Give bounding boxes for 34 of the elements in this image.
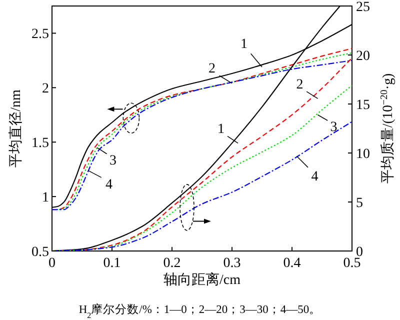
xlabel: 轴向距离/cm [164,273,240,288]
xtick: 0.4 [283,256,301,271]
annotation: 3 [330,120,338,135]
ytick: 2 [42,82,49,97]
note: H$_{2}$摩尔分数/%：1—0；2—20；3—30；4—50。 [78,304,322,320]
annotation: 3 [96,147,116,169]
xtick: 0 [48,256,56,271]
ytick: 2.5 [32,27,49,42]
y2tick: 25 [356,0,370,15]
ytick: 0.5 [32,245,49,260]
annotation: 4 [88,170,112,192]
annotation: 1 [240,36,262,68]
y2tick: 15 [356,98,370,113]
annotation: 1 [218,122,238,144]
annotation: 2 [296,78,304,93]
annotation: 3 [110,154,116,169]
ylabel: 平均直径/nm [9,90,24,168]
annotation: 2 [208,61,232,84]
ytick: 1.5 [32,136,49,152]
y2tick: 5 [356,196,363,211]
annotation: 4 [311,169,318,184]
annotation: 1 [218,122,224,138]
annotation: 3 [317,114,338,135]
xtick: 0.3 [223,256,241,271]
xtick: 0.2 [163,256,181,271]
y2tick: 20 [356,49,370,64]
annotation: 2 [296,78,318,99]
xtick: 0.1 [103,256,121,271]
annotation: 4 [106,177,112,192]
annotation: 4 [296,156,318,184]
annotation: 2 [208,61,216,76]
y2tick: 10 [356,147,370,162]
ytick: 1 [42,190,49,206]
annotation: 1 [240,36,248,52]
